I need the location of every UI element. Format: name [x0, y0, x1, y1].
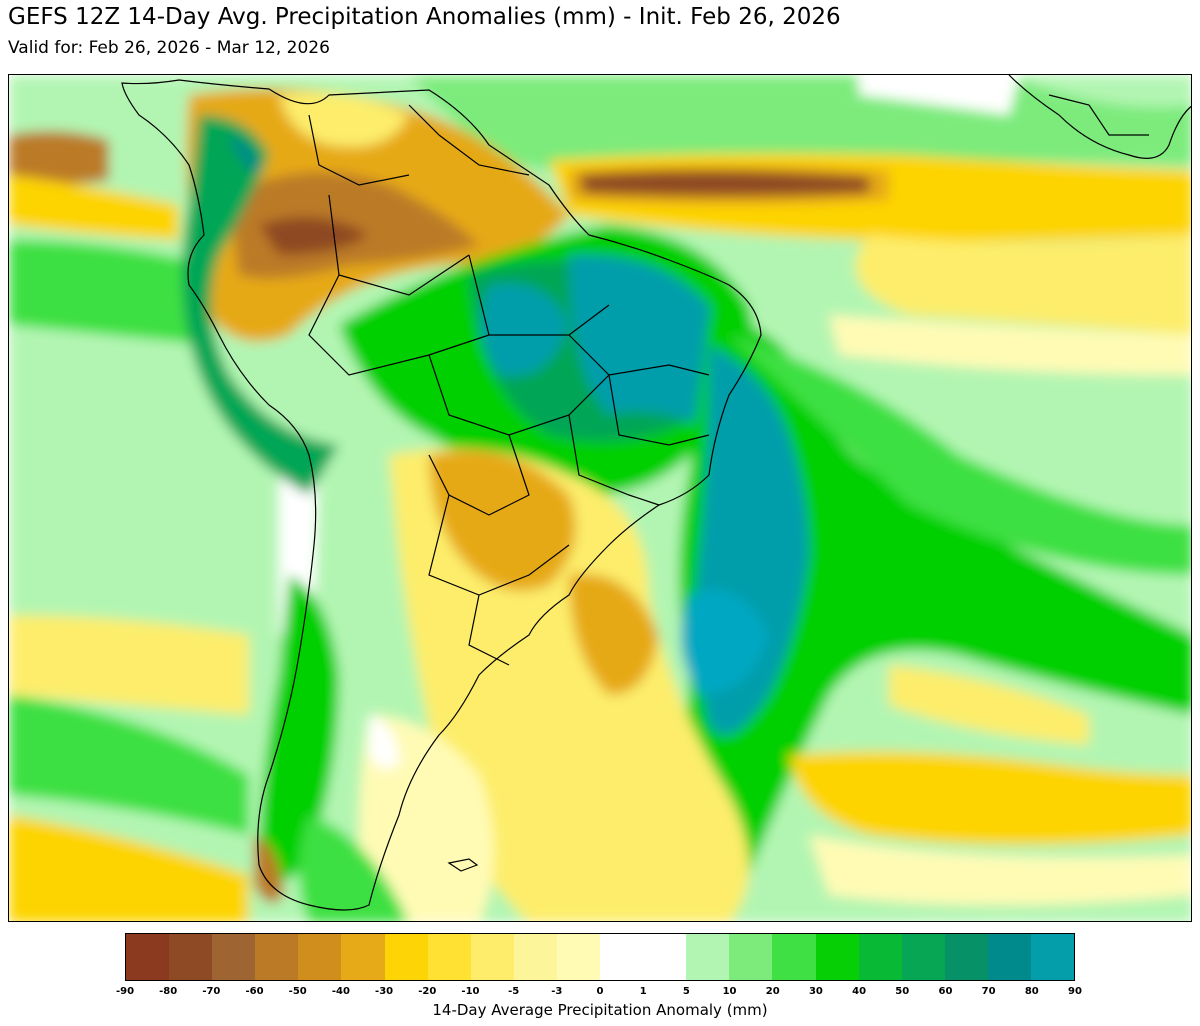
field-atlantic-cyan-2	[681, 590, 769, 695]
colorbar-tick-label: -10	[461, 986, 480, 997]
colorbar-segment	[600, 934, 644, 980]
colorbar	[125, 933, 1075, 981]
colorbar-tick-label: 70	[981, 986, 996, 997]
field-east-light-yellow	[855, 235, 1191, 335]
border-africa-1	[1048, 94, 1149, 136]
colorbar-segment	[255, 934, 299, 980]
border-internal-8	[568, 334, 710, 376]
colorbar-tick-label: 60	[938, 986, 953, 997]
field-atlantic-lightgreen	[729, 335, 1191, 575]
border-internal-9	[608, 374, 710, 446]
colorbar-tick-label: -3	[551, 986, 563, 997]
colorbar-tick-label: 5	[682, 986, 690, 997]
field-patagonia-brown	[254, 835, 284, 903]
field-andes-green	[182, 115, 339, 495]
colorbar-label: 14-Day Average Precipitation Anomaly (mm…	[432, 1001, 768, 1019]
colorbar-segment	[556, 934, 601, 980]
valid-period: Valid for: Feb 26, 2026 - Mar 12, 2026	[8, 38, 330, 58]
colorbar-segment	[729, 934, 773, 980]
colorbar-tick-label: -70	[202, 986, 221, 997]
field-pacific-green	[9, 240, 209, 345]
colorbar-tick-label: 1	[639, 986, 647, 997]
field-spacific-yellow-2	[9, 815, 249, 921]
field-brazil-cyan	[569, 254, 717, 425]
colorbar-segment	[341, 934, 385, 980]
anomaly-map	[8, 74, 1192, 922]
field-pacific-yellow	[9, 175, 179, 240]
colorbar-tick-label: 20	[765, 986, 780, 997]
colorbar-segment	[815, 934, 859, 980]
border-internal-2	[468, 254, 610, 336]
island-falklands	[447, 858, 479, 872]
border-internal-12	[308, 114, 410, 186]
colorbar-segment	[686, 934, 730, 980]
field-east-pale	[829, 315, 1191, 375]
colorbar-tick-label: 0	[596, 986, 604, 997]
field-satl-yellow	[789, 751, 1191, 845]
border-internal-11	[408, 104, 530, 176]
colorbar-tick-label: 50	[895, 986, 910, 997]
field-south-white	[369, 715, 399, 769]
colorbar-tick-label: -5	[508, 986, 520, 997]
map-title: GEFS 12Z 14-Day Avg. Precipitation Anoma…	[8, 4, 841, 30]
colorbar-tick-label: -30	[375, 986, 394, 997]
field-satl-pale	[809, 835, 1191, 905]
colorbar-tick-label: 90	[1068, 986, 1082, 997]
colorbar-tick-label: -60	[245, 986, 264, 997]
field-itcz-brown	[579, 170, 869, 197]
colorbar-tick-label: -80	[159, 986, 178, 997]
colorbar-segment	[901, 934, 945, 980]
colorbar-tick-label: -40	[331, 986, 350, 997]
colorbar-segment	[212, 934, 256, 980]
colorbar-segment	[772, 934, 816, 980]
colorbar-segment	[126, 934, 170, 980]
colorbar-segment	[944, 934, 988, 980]
field-nsa-darkbrown	[259, 217, 369, 255]
border-internal-3	[308, 274, 490, 376]
colorbar-tick-label: -50	[288, 986, 307, 997]
colorbar-segment	[643, 934, 687, 980]
border-internal-1	[328, 194, 470, 296]
colorbar-tick-label: 80	[1024, 986, 1039, 997]
colorbar-tick-label: 30	[808, 986, 823, 997]
field-patagonia-green	[299, 815, 409, 921]
field-spacific-yellow	[9, 615, 249, 715]
colorbar-tick-label: 10	[722, 986, 737, 997]
field-chile-green	[259, 575, 339, 882]
border-internal-5	[428, 434, 530, 516]
coastline-south-america	[121, 79, 762, 911]
colorbar-segment	[470, 934, 514, 980]
colorbar-segment	[858, 934, 902, 980]
field-north-white	[859, 75, 1019, 115]
colorbar-segment	[298, 934, 342, 980]
colorbar-segment	[1030, 934, 1075, 980]
colorbar-segment	[384, 934, 428, 980]
colorbar-segment	[169, 934, 213, 980]
field-brazil-teal-2	[481, 283, 569, 377]
field-spacific-green	[9, 695, 249, 835]
field-south-orange-2	[569, 573, 659, 695]
field-satl-lightyellow	[889, 665, 1089, 745]
colorbar-segment	[427, 934, 471, 980]
colorbar-ticks: -90 -80 -70 -60 -50 -40 -30 -20 -10 -5 -3 0 1 5 10 20 30…	[116, 986, 1082, 1000]
border-internal-7	[468, 594, 510, 666]
colorbar-tick-label: -20	[418, 986, 437, 997]
coastline-africa	[1008, 75, 1191, 159]
field-nsa-yellow	[279, 92, 409, 147]
field-pacific-brown	[9, 131, 109, 184]
colorbar-tick-label: -90	[115, 986, 135, 997]
colorbar-segment	[513, 934, 557, 980]
colorbar-segment	[987, 934, 1031, 980]
border-internal-10	[568, 414, 660, 506]
colorbar-tick-label: 40	[852, 986, 867, 997]
field-andes-teal	[229, 135, 259, 175]
field-south-orange	[429, 450, 576, 591]
